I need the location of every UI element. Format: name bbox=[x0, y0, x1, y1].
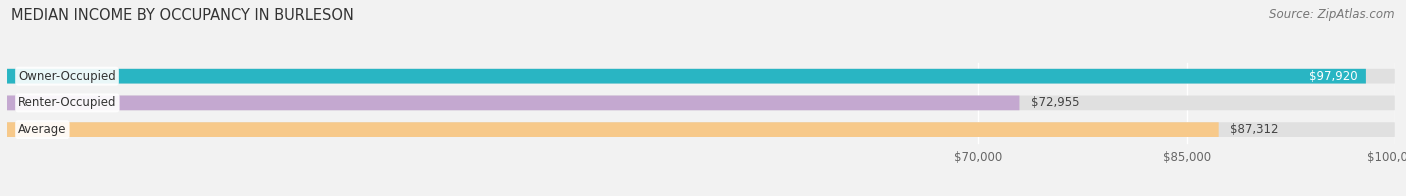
Text: Source: ZipAtlas.com: Source: ZipAtlas.com bbox=[1270, 8, 1395, 21]
Text: MEDIAN INCOME BY OCCUPANCY IN BURLESON: MEDIAN INCOME BY OCCUPANCY IN BURLESON bbox=[11, 8, 354, 23]
FancyBboxPatch shape bbox=[7, 122, 1219, 137]
Text: Owner-Occupied: Owner-Occupied bbox=[18, 70, 115, 83]
FancyBboxPatch shape bbox=[7, 69, 1395, 83]
Text: $72,955: $72,955 bbox=[1031, 96, 1078, 109]
Text: Average: Average bbox=[18, 123, 66, 136]
FancyBboxPatch shape bbox=[7, 69, 1365, 83]
FancyBboxPatch shape bbox=[7, 122, 1395, 137]
FancyBboxPatch shape bbox=[7, 96, 1019, 110]
Text: $97,920: $97,920 bbox=[1309, 70, 1358, 83]
FancyBboxPatch shape bbox=[7, 96, 1395, 110]
Text: Renter-Occupied: Renter-Occupied bbox=[18, 96, 117, 109]
Text: $87,312: $87,312 bbox=[1230, 123, 1278, 136]
